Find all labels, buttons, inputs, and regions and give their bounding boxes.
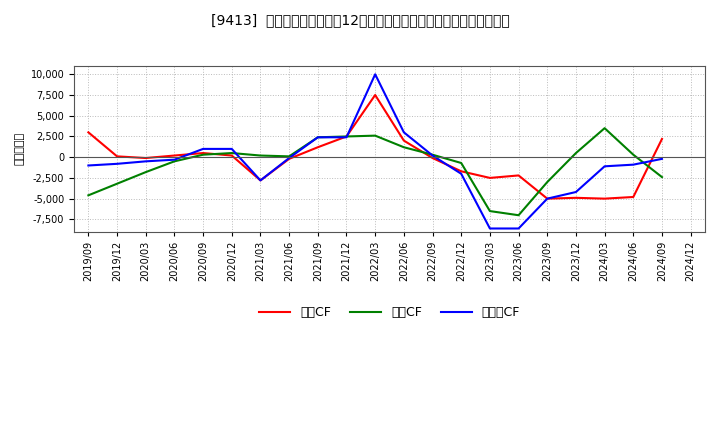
投資CF	[228, 150, 236, 156]
営業CF	[657, 136, 666, 142]
投資CF	[371, 133, 379, 138]
営業CF	[514, 173, 523, 178]
フリーCF	[514, 226, 523, 231]
Text: [9413]  キャッシュフローの12か月移動合計の対前年同期増減額の推移: [9413] キャッシュフローの12か月移動合計の対前年同期増減額の推移	[211, 13, 509, 27]
投資CF	[400, 145, 408, 150]
投資CF	[600, 125, 609, 131]
フリーCF	[572, 189, 580, 194]
投資CF	[543, 180, 552, 185]
フリーCF	[629, 162, 638, 167]
投資CF	[285, 154, 294, 159]
フリーCF	[256, 178, 265, 183]
営業CF	[313, 145, 322, 150]
営業CF	[572, 195, 580, 201]
営業CF	[141, 155, 150, 161]
フリーCF	[342, 135, 351, 140]
投資CF	[457, 160, 466, 165]
フリーCF	[400, 130, 408, 135]
フリーCF	[485, 226, 494, 231]
フリーCF	[313, 135, 322, 140]
投資CF	[256, 153, 265, 158]
営業CF	[629, 194, 638, 200]
フリーCF	[199, 146, 207, 151]
営業CF	[543, 196, 552, 201]
フリーCF	[84, 163, 93, 168]
営業CF	[457, 169, 466, 174]
営業CF	[170, 153, 179, 158]
フリーCF	[600, 164, 609, 169]
フリーCF	[371, 72, 379, 77]
投資CF	[657, 174, 666, 180]
フリーCF	[543, 196, 552, 201]
投資CF	[113, 181, 122, 187]
営業CF	[84, 130, 93, 135]
営業CF	[428, 155, 437, 161]
投資CF	[84, 193, 93, 198]
Line: 投資CF: 投資CF	[89, 128, 662, 215]
営業CF	[400, 138, 408, 143]
投資CF	[170, 159, 179, 164]
フリーCF	[457, 171, 466, 176]
投資CF	[485, 209, 494, 214]
フリーCF	[428, 153, 437, 158]
投資CF	[313, 135, 322, 140]
投資CF	[141, 169, 150, 175]
投資CF	[428, 152, 437, 158]
投資CF	[514, 213, 523, 218]
フリーCF	[141, 159, 150, 164]
Legend: 営業CF, 投資CF, フリーCF: 営業CF, 投資CF, フリーCF	[254, 301, 525, 324]
投資CF	[572, 150, 580, 156]
営業CF	[199, 150, 207, 156]
Line: フリーCF: フリーCF	[89, 74, 662, 228]
営業CF	[371, 92, 379, 98]
フリーCF	[657, 156, 666, 161]
フリーCF	[285, 155, 294, 161]
投資CF	[342, 134, 351, 139]
Line: 営業CF: 営業CF	[89, 95, 662, 198]
営業CF	[342, 134, 351, 139]
Y-axis label: （百万円）: （百万円）	[15, 132, 25, 165]
営業CF	[113, 154, 122, 159]
フリーCF	[113, 161, 122, 166]
営業CF	[485, 175, 494, 180]
フリーCF	[228, 146, 236, 151]
投資CF	[199, 152, 207, 158]
フリーCF	[170, 157, 179, 162]
営業CF	[228, 153, 236, 158]
営業CF	[285, 156, 294, 161]
営業CF	[600, 196, 609, 201]
営業CF	[256, 178, 265, 183]
投資CF	[629, 152, 638, 158]
